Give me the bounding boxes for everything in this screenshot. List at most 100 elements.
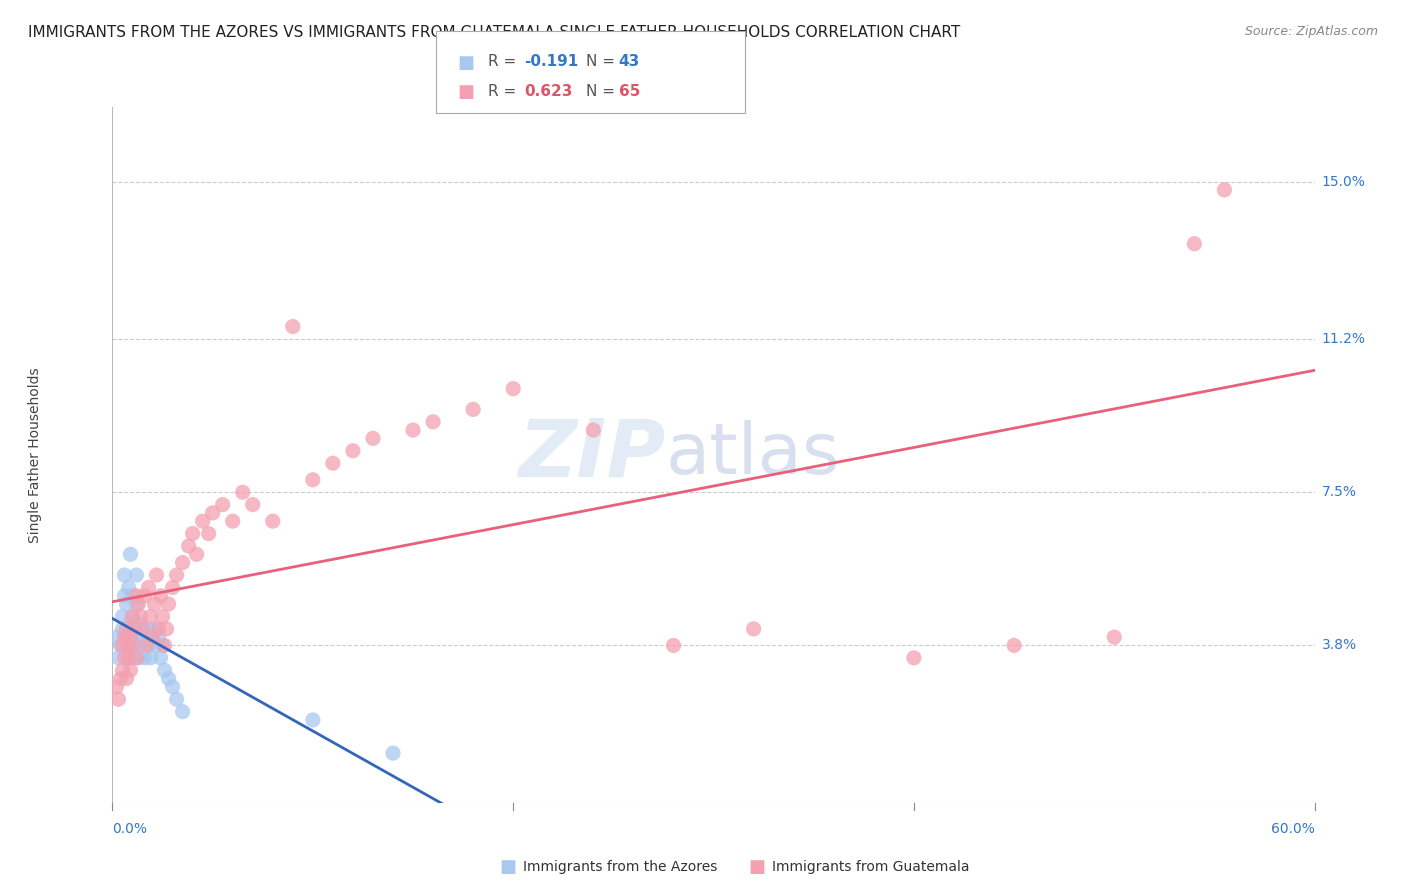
Point bbox=[110, 672, 132, 686]
Point bbox=[141, 630, 163, 644]
Point bbox=[117, 639, 139, 653]
Point bbox=[1002, 639, 1025, 653]
Point bbox=[120, 651, 142, 665]
Point bbox=[222, 514, 245, 528]
Text: ■: ■ bbox=[748, 858, 765, 876]
Point bbox=[117, 651, 139, 665]
Text: ■: ■ bbox=[499, 858, 516, 876]
Point bbox=[157, 597, 180, 611]
Point bbox=[172, 556, 194, 570]
Text: 60.0%: 60.0% bbox=[1271, 822, 1315, 837]
Point bbox=[128, 630, 150, 644]
Point bbox=[342, 443, 364, 458]
Point bbox=[120, 663, 142, 677]
Point bbox=[742, 622, 765, 636]
Point bbox=[582, 423, 605, 437]
Point bbox=[148, 630, 170, 644]
Point bbox=[110, 639, 132, 653]
Point bbox=[149, 651, 172, 665]
Point bbox=[129, 609, 152, 624]
Point bbox=[191, 514, 214, 528]
Point bbox=[152, 609, 174, 624]
Point bbox=[232, 485, 254, 500]
Point bbox=[115, 672, 138, 686]
Point bbox=[201, 506, 224, 520]
Point bbox=[121, 609, 143, 624]
Text: 0.623: 0.623 bbox=[524, 84, 572, 99]
Point bbox=[172, 705, 194, 719]
Point bbox=[166, 692, 188, 706]
Point bbox=[128, 651, 150, 665]
Point bbox=[322, 456, 344, 470]
Point bbox=[117, 639, 139, 653]
Point bbox=[139, 609, 162, 624]
Point bbox=[135, 622, 157, 636]
Point bbox=[111, 622, 134, 636]
Point bbox=[148, 622, 170, 636]
Text: Single Father Households: Single Father Households bbox=[28, 368, 42, 542]
Point bbox=[121, 609, 143, 624]
Point bbox=[128, 597, 150, 611]
Point bbox=[111, 663, 134, 677]
Point bbox=[302, 713, 325, 727]
Point bbox=[134, 651, 156, 665]
Point bbox=[177, 539, 200, 553]
Point bbox=[117, 617, 139, 632]
Point bbox=[903, 651, 925, 665]
Point bbox=[114, 568, 136, 582]
Point bbox=[162, 680, 184, 694]
Text: IMMIGRANTS FROM THE AZORES VS IMMIGRANTS FROM GUATEMALA SINGLE FATHER HOUSEHOLDS: IMMIGRANTS FROM THE AZORES VS IMMIGRANTS… bbox=[28, 25, 960, 40]
Point bbox=[117, 581, 139, 595]
Text: atlas: atlas bbox=[665, 420, 839, 490]
Text: Immigrants from the Azores: Immigrants from the Azores bbox=[523, 860, 717, 874]
Text: Immigrants from Guatemala: Immigrants from Guatemala bbox=[772, 860, 969, 874]
Point bbox=[125, 651, 148, 665]
Point bbox=[107, 651, 129, 665]
Point bbox=[155, 622, 177, 636]
Point bbox=[166, 568, 188, 582]
Point bbox=[186, 547, 208, 561]
Text: 0.0%: 0.0% bbox=[112, 822, 148, 837]
Point bbox=[461, 402, 484, 417]
Point bbox=[422, 415, 444, 429]
Text: R =: R = bbox=[488, 84, 522, 99]
Point bbox=[121, 639, 143, 653]
Point bbox=[124, 622, 146, 636]
Text: 7.5%: 7.5% bbox=[1322, 485, 1357, 500]
Point bbox=[107, 692, 129, 706]
Point bbox=[125, 589, 148, 603]
Point bbox=[131, 630, 153, 644]
Text: 43: 43 bbox=[619, 54, 640, 70]
Point bbox=[281, 319, 304, 334]
Point bbox=[361, 431, 384, 445]
Point bbox=[115, 622, 138, 636]
Point bbox=[141, 630, 163, 644]
Point bbox=[211, 498, 233, 512]
Text: 65: 65 bbox=[619, 84, 640, 99]
Text: N =: N = bbox=[586, 84, 620, 99]
Point bbox=[402, 423, 425, 437]
Point bbox=[111, 609, 134, 624]
Text: ■: ■ bbox=[457, 83, 474, 101]
Point bbox=[125, 597, 148, 611]
Point bbox=[149, 589, 172, 603]
Point bbox=[120, 630, 142, 644]
Text: 11.2%: 11.2% bbox=[1322, 332, 1365, 346]
Point bbox=[143, 597, 166, 611]
Point bbox=[152, 639, 174, 653]
Point bbox=[138, 581, 160, 595]
Point bbox=[105, 680, 128, 694]
Point bbox=[181, 526, 204, 541]
Point bbox=[1184, 236, 1206, 251]
Point bbox=[502, 816, 524, 830]
Point bbox=[502, 382, 524, 396]
Point bbox=[143, 622, 166, 636]
Point bbox=[1213, 183, 1236, 197]
Point bbox=[115, 630, 138, 644]
Point bbox=[153, 639, 176, 653]
Point bbox=[135, 639, 157, 653]
Point bbox=[138, 639, 160, 653]
Point bbox=[662, 639, 685, 653]
Text: R =: R = bbox=[488, 54, 522, 70]
Point bbox=[114, 630, 136, 644]
